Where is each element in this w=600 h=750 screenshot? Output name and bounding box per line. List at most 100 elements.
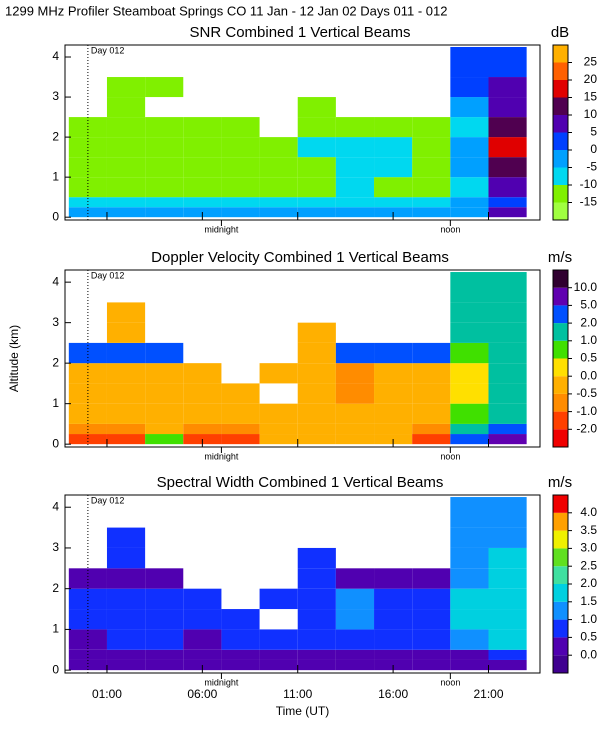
marker-label: midnight bbox=[204, 224, 239, 234]
heat-cell bbox=[450, 423, 489, 435]
colorbar-label: -2.0 bbox=[576, 421, 597, 435]
colorbar-segment bbox=[553, 305, 568, 324]
heat-cell bbox=[297, 117, 336, 138]
heat-cell bbox=[297, 547, 336, 569]
heat-cell bbox=[374, 629, 413, 650]
heat-cell bbox=[221, 137, 260, 158]
heat-cell bbox=[488, 157, 527, 178]
colorbar-segment bbox=[553, 97, 568, 115]
heat-cell bbox=[335, 659, 375, 671]
heat-cell bbox=[335, 117, 375, 138]
colorbar-segment bbox=[553, 548, 568, 567]
heat-cell bbox=[68, 363, 107, 384]
heat-cell bbox=[335, 588, 375, 610]
y-tick-label: 1 bbox=[52, 169, 59, 183]
heat-cell bbox=[221, 383, 260, 404]
heat-cell bbox=[374, 383, 413, 404]
heat-cell bbox=[106, 363, 146, 384]
heat-cell bbox=[106, 117, 146, 138]
heat-cell bbox=[412, 403, 451, 424]
heat-cell bbox=[374, 403, 413, 424]
y-axis-label: Altitude (km) bbox=[7, 325, 21, 392]
heat-cell bbox=[412, 197, 451, 208]
colorbar-segment bbox=[553, 202, 568, 220]
heat-cell bbox=[450, 302, 489, 323]
heat-cell bbox=[450, 197, 489, 208]
heat-cell bbox=[297, 322, 336, 343]
heat-cell bbox=[221, 207, 260, 218]
heat-cell bbox=[488, 342, 527, 364]
heat-cell bbox=[335, 197, 375, 208]
colorbar-segment bbox=[553, 601, 568, 620]
heat-cell bbox=[145, 659, 184, 671]
heat-cell bbox=[450, 322, 489, 343]
heat-cell bbox=[335, 649, 375, 660]
colorbar-label: -10 bbox=[580, 177, 598, 191]
heat-cell bbox=[106, 527, 146, 548]
heat-cell bbox=[106, 157, 146, 178]
heat-cell bbox=[450, 207, 489, 218]
heat-cell bbox=[68, 207, 107, 218]
y-tick-label: 1 bbox=[52, 396, 59, 410]
heat-cell bbox=[183, 629, 222, 650]
heat-cell bbox=[145, 588, 184, 610]
heat-cell bbox=[259, 137, 298, 158]
colorbar-label: 0.0 bbox=[580, 647, 597, 661]
heat-cell bbox=[145, 568, 184, 589]
heat-cell bbox=[335, 177, 375, 198]
heat-cell bbox=[488, 609, 527, 630]
heat-cell bbox=[183, 383, 222, 404]
heat-cell bbox=[297, 649, 336, 660]
colorbar-label: 2.0 bbox=[580, 576, 597, 590]
heat-cell bbox=[145, 177, 184, 198]
heat-cell bbox=[106, 322, 146, 343]
y-tick-label: 2 bbox=[52, 581, 59, 595]
heat-cell bbox=[106, 588, 146, 610]
heat-cell bbox=[297, 659, 336, 671]
heat-cell bbox=[221, 157, 260, 178]
heat-cell bbox=[106, 649, 146, 660]
x-tick-label: 06:00 bbox=[187, 687, 217, 701]
heat-cell bbox=[335, 629, 375, 650]
heat-cell bbox=[374, 197, 413, 208]
heat-cell bbox=[412, 649, 451, 660]
heat-cell bbox=[106, 77, 146, 98]
plot-frame bbox=[64, 44, 541, 221]
heat-cell bbox=[450, 568, 489, 589]
colorbar-segment bbox=[553, 340, 568, 359]
heat-cell bbox=[221, 434, 260, 445]
heat-cell bbox=[450, 588, 489, 610]
marker-label: noon bbox=[440, 451, 460, 461]
plot-frame bbox=[64, 494, 541, 674]
heat-cell bbox=[488, 177, 527, 198]
colorbar-label: 3.0 bbox=[580, 541, 597, 555]
heat-cell bbox=[183, 137, 222, 158]
marker-label: noon bbox=[440, 677, 460, 687]
heat-cell bbox=[297, 434, 336, 445]
heat-cell bbox=[488, 197, 527, 208]
heat-cell bbox=[183, 588, 222, 610]
heat-cell bbox=[450, 383, 489, 404]
heat-cell bbox=[488, 117, 527, 138]
heat-cell bbox=[374, 588, 413, 610]
colorbar-label: 0 bbox=[590, 142, 597, 156]
heat-cell bbox=[450, 434, 489, 445]
heat-cell bbox=[297, 609, 336, 630]
heat-cell bbox=[450, 47, 489, 78]
heat-cell bbox=[412, 434, 451, 445]
heat-cell bbox=[297, 423, 336, 435]
heat-cell bbox=[374, 342, 413, 364]
heat-cell bbox=[221, 423, 260, 435]
colorbar-segment bbox=[553, 393, 568, 412]
heat-cell bbox=[412, 157, 451, 178]
colorbar-segment bbox=[553, 150, 568, 168]
x-tick-label: 21:00 bbox=[473, 687, 503, 701]
marker-label: noon bbox=[440, 224, 460, 234]
colorbar-units: dB bbox=[551, 24, 569, 41]
heat-cell bbox=[297, 568, 336, 589]
heat-cell bbox=[145, 342, 184, 364]
colorbar-segment bbox=[553, 270, 568, 288]
heat-cell bbox=[488, 363, 527, 384]
marker-label: midnight bbox=[204, 677, 239, 687]
